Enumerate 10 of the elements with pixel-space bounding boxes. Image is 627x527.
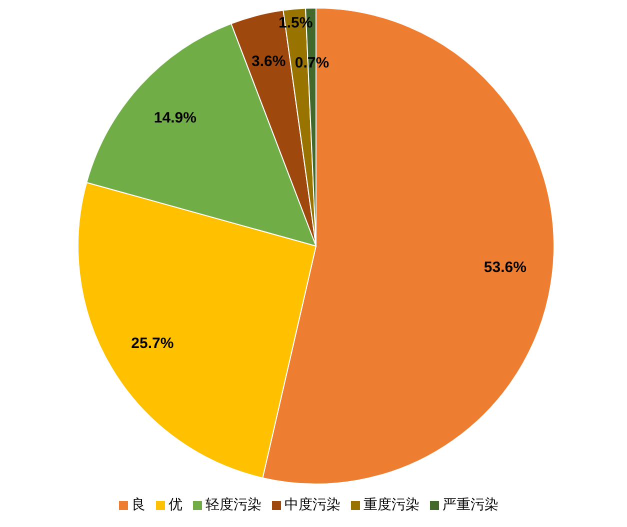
data-label: 3.6% [252, 53, 286, 70]
legend-label: 中度污染 [284, 496, 340, 512]
legend-label: 严重污染 [442, 496, 498, 512]
data-label: 14.9% [154, 109, 196, 126]
legend-label: 轻度污染 [206, 496, 262, 512]
legend-label: 良 [132, 496, 146, 512]
data-label: 53.6% [484, 258, 526, 276]
legend-label: 重度污染 [364, 496, 420, 512]
data-label: 25.7% [131, 334, 174, 352]
legend-label: 优 [168, 496, 182, 512]
